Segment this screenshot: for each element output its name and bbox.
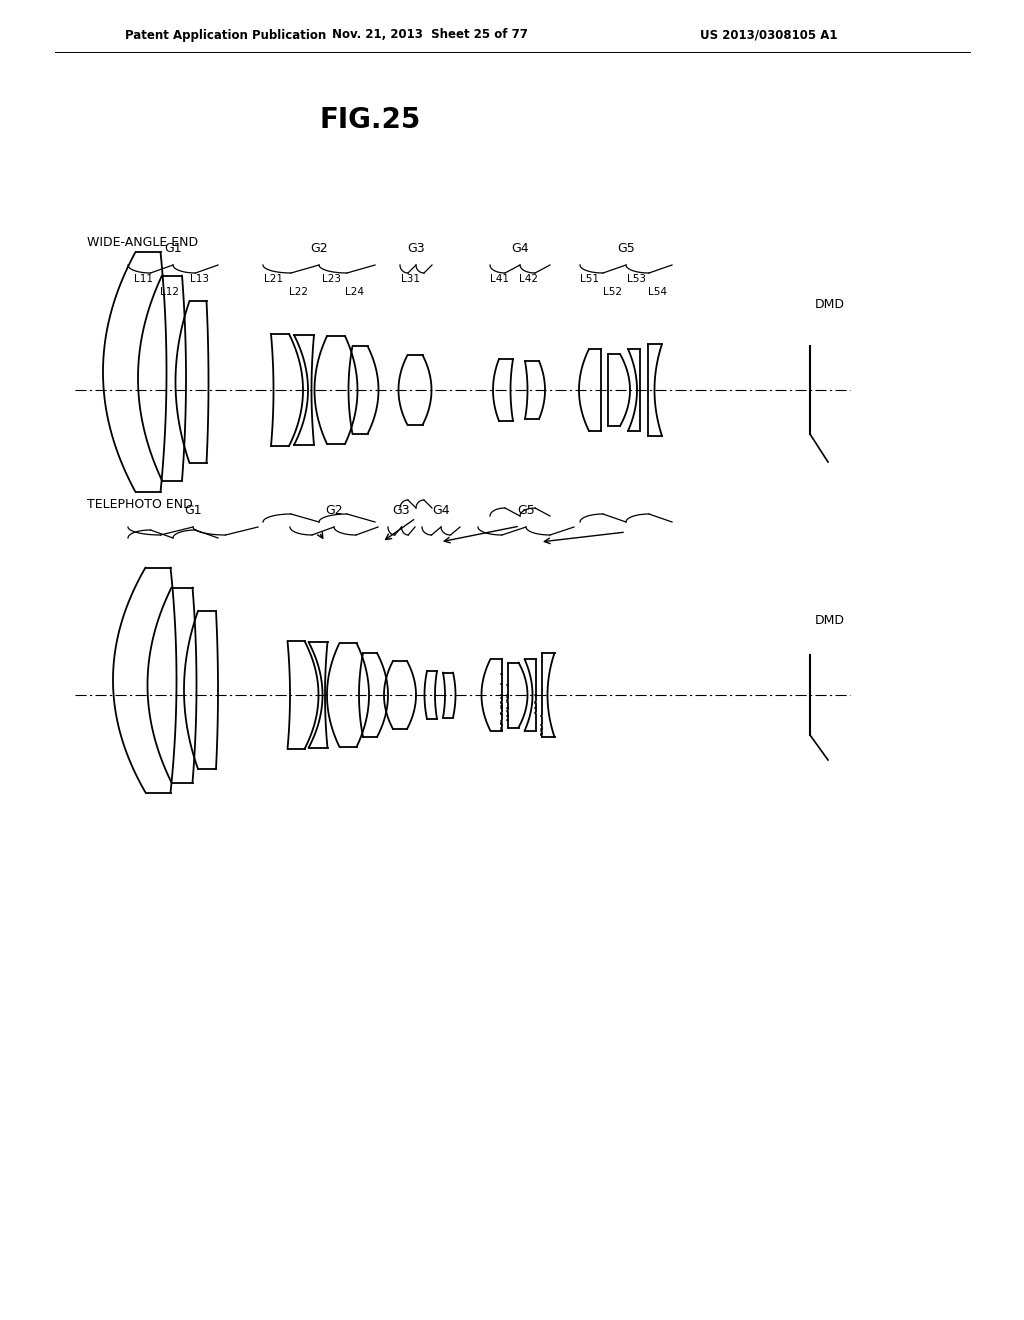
Text: L31: L31	[401, 275, 420, 284]
Text: G5: G5	[617, 243, 635, 256]
Text: G5: G5	[517, 504, 535, 517]
Text: L23: L23	[322, 275, 341, 284]
Text: G4: G4	[432, 504, 450, 517]
Text: G1: G1	[164, 243, 182, 256]
Text: L11: L11	[134, 275, 153, 284]
Text: G2: G2	[326, 504, 343, 517]
Text: L53: L53	[627, 275, 646, 284]
Text: US 2013/0308105 A1: US 2013/0308105 A1	[700, 29, 838, 41]
Text: L24: L24	[345, 286, 364, 297]
Text: L41: L41	[490, 275, 509, 284]
Text: L13: L13	[190, 275, 209, 284]
Text: Nov. 21, 2013  Sheet 25 of 77: Nov. 21, 2013 Sheet 25 of 77	[332, 29, 528, 41]
Text: G1: G1	[184, 504, 202, 517]
Text: L22: L22	[289, 286, 308, 297]
Text: G2: G2	[310, 243, 328, 256]
Text: L12: L12	[160, 286, 179, 297]
Text: DMD: DMD	[815, 614, 845, 627]
Text: G3: G3	[408, 243, 425, 256]
Text: DMD: DMD	[815, 298, 845, 312]
Text: G4: G4	[511, 243, 528, 256]
Text: L52: L52	[603, 286, 622, 297]
Text: L21: L21	[264, 275, 283, 284]
Text: WIDE-ANGLE END: WIDE-ANGLE END	[87, 235, 198, 248]
Text: L54: L54	[648, 286, 667, 297]
Text: L51: L51	[580, 275, 599, 284]
Text: Patent Application Publication: Patent Application Publication	[125, 29, 327, 41]
Text: FIG.25: FIG.25	[319, 106, 421, 135]
Text: G3: G3	[392, 504, 411, 517]
Text: TELEPHOTO END: TELEPHOTO END	[87, 499, 193, 511]
Text: L42: L42	[519, 275, 538, 284]
